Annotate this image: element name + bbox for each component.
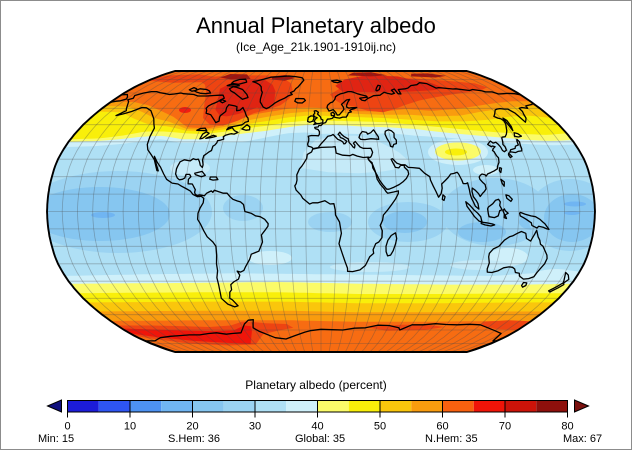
svg-text:20: 20	[186, 421, 198, 433]
svg-text:80: 80	[561, 421, 573, 433]
svg-text:50: 50	[374, 421, 386, 433]
svg-text:60: 60	[436, 421, 448, 433]
svg-text:Max: 67: Max: 67	[563, 433, 602, 445]
svg-text:S.Hem: 36: S.Hem: 36	[168, 433, 220, 445]
svg-text:40: 40	[311, 421, 323, 433]
svg-text:0: 0	[64, 421, 70, 433]
svg-text:30: 30	[249, 421, 261, 433]
svg-text:70: 70	[499, 421, 511, 433]
svg-text:N.Hem: 35: N.Hem: 35	[425, 433, 478, 445]
svg-text:10: 10	[124, 421, 136, 433]
svg-text:Global: 35: Global: 35	[295, 433, 345, 445]
svg-text:Min: 15: Min: 15	[38, 433, 74, 445]
